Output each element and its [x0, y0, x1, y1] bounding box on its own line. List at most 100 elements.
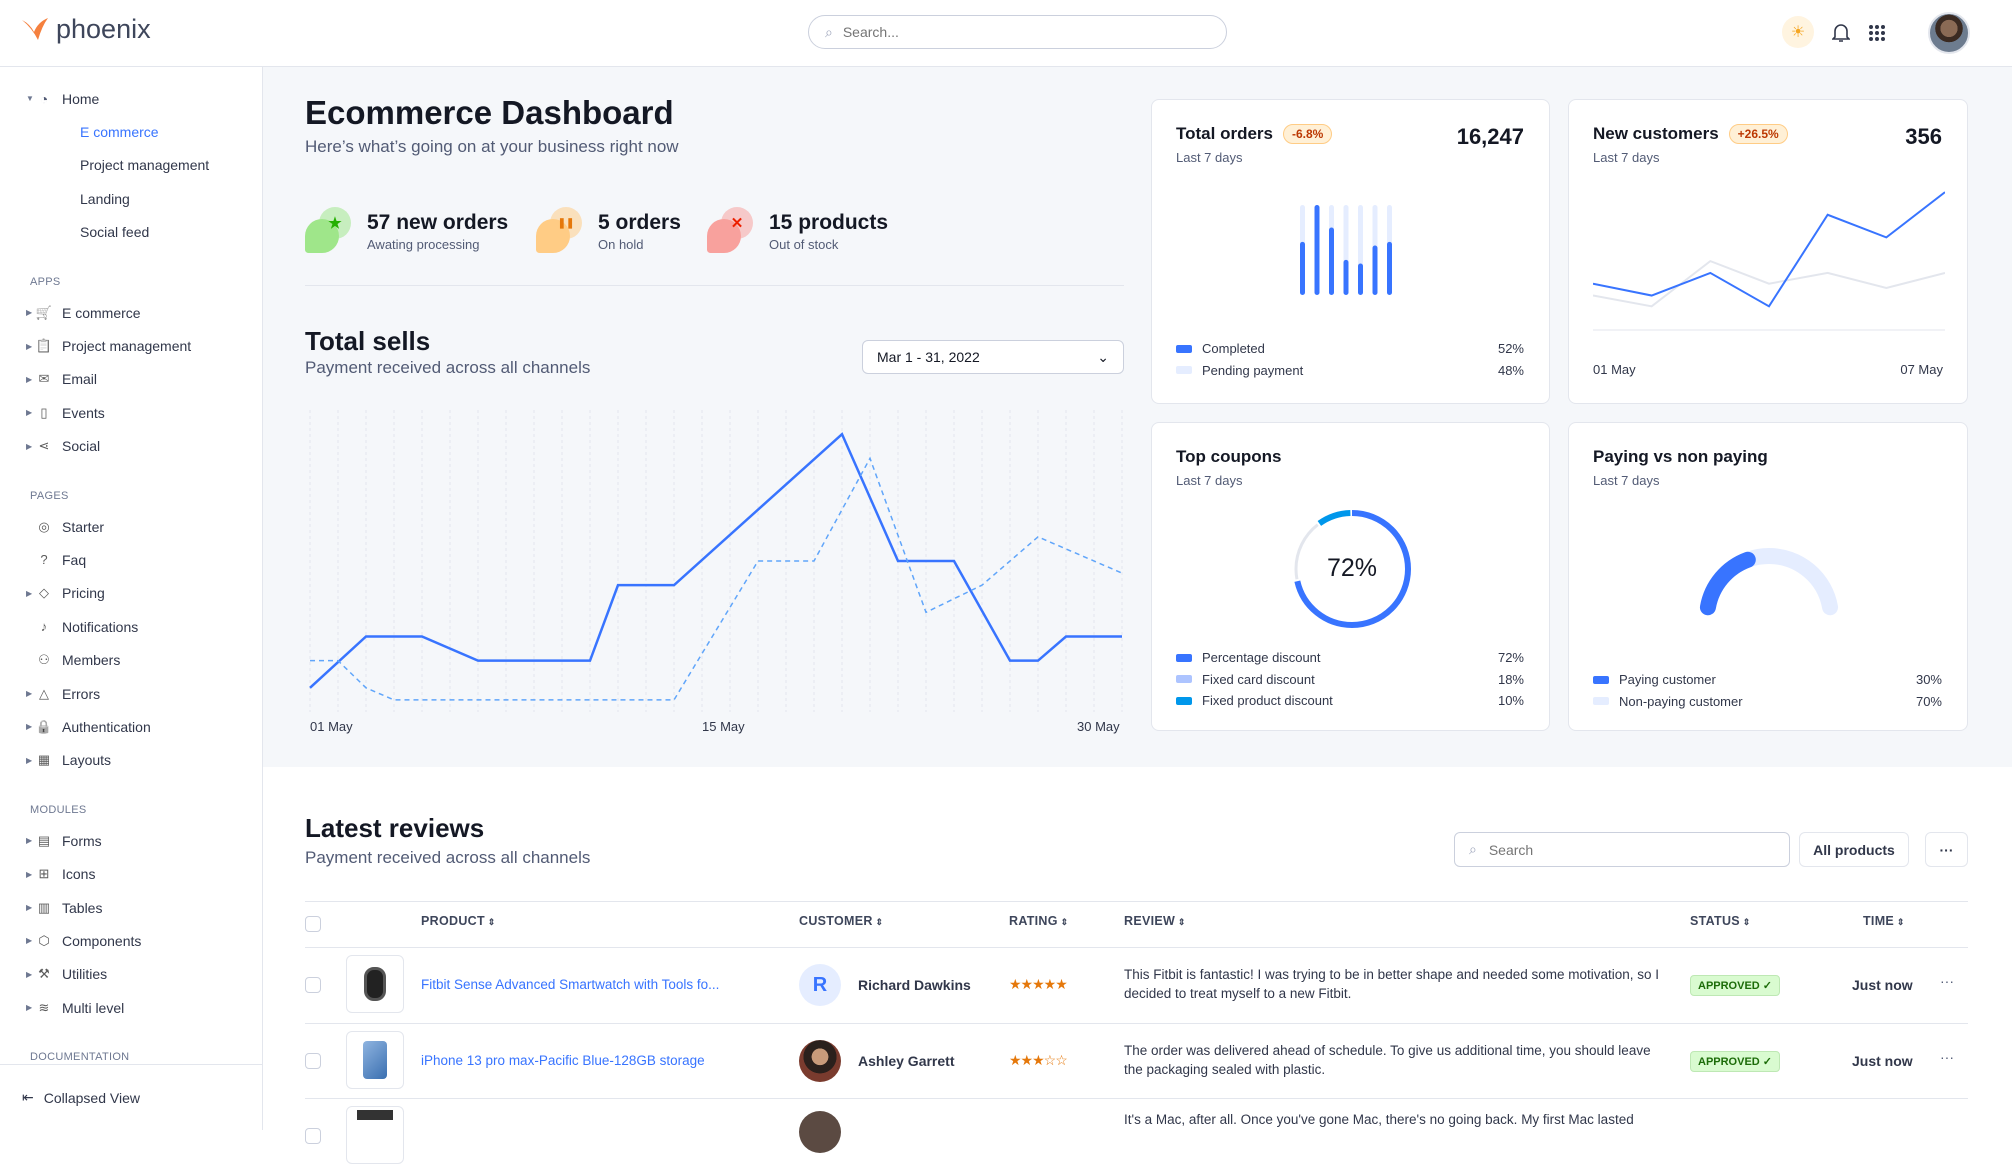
top-navbar: phoenix ⌕ ☀: [0, 0, 2012, 67]
sidebar-item-starter[interactable]: ◎ Starter: [0, 510, 262, 543]
star-rating: ★★★☆☆: [1009, 1052, 1068, 1068]
avatar-initial: R: [812, 973, 828, 996]
theme-toggle-sun-icon[interactable]: ☀: [1782, 16, 1814, 48]
sidebar-section-header: APPS: [30, 275, 61, 288]
sidebar-item-errors[interactable]: ▶ △ Errors: [0, 677, 262, 710]
column-header-customer[interactable]: CUSTOMER ⇕: [799, 914, 883, 928]
column-label: PRODUCT: [421, 914, 485, 928]
sidebar-item-label: Events: [62, 404, 105, 421]
legend-label: Fixed card discount: [1202, 671, 1315, 687]
product-link[interactable]: Fitbit Sense Advanced Smartwatch with To…: [421, 977, 720, 992]
product-image[interactable]: [346, 1106, 404, 1164]
stat-blob: ★: [305, 207, 353, 255]
sidebar-item-project-management[interactable]: ▶ 📋 Project management: [0, 329, 262, 362]
row-actions-button[interactable]: ···: [1940, 1049, 1954, 1065]
card-subtitle: Last 7 days: [1593, 473, 1660, 488]
card-title: New customers: [1593, 124, 1719, 143]
caret-right-icon: ▶: [26, 408, 33, 418]
status-badge: APPROVED ✓: [1690, 975, 1781, 996]
total-sells-subtitle: Payment received across all channels: [305, 358, 591, 377]
sidebar-item-home[interactable]: ▼ ◔ Home: [0, 82, 262, 115]
sidebar-item-notifications[interactable]: ♪ Notifications: [0, 610, 262, 643]
sidebar-item-multi-level[interactable]: ▶ ≋ Multi level: [0, 991, 262, 1024]
date-range-value: Mar 1 - 31, 2022: [877, 349, 980, 365]
user-avatar[interactable]: [1928, 12, 1970, 54]
global-search[interactable]: ⌕: [808, 15, 1227, 49]
column-header-rating[interactable]: RATING ⇕: [1009, 914, 1068, 928]
product-link[interactable]: iPhone 13 pro max-Pacific Blue-128GB sto…: [421, 1053, 705, 1068]
collapsed-view-toggle[interactable]: ⇤ Collapsed View: [0, 1064, 263, 1130]
search-input[interactable]: [842, 24, 1226, 40]
caret-right-icon: ▶: [26, 836, 33, 846]
page-title: Ecommerce Dashboard: [305, 94, 674, 131]
pie-chart-icon: ◔: [39, 90, 49, 107]
sidebar-item-components[interactable]: ▶ ⬡ Components: [0, 924, 262, 957]
sidebar-item-authentication[interactable]: ▶ 🔒 Authentication: [0, 710, 262, 743]
sidebar-item-label: Landing: [80, 190, 130, 207]
sidebar-subitem-project-management[interactable]: Project management: [0, 149, 262, 182]
sort-icon: ⇕: [1894, 917, 1905, 927]
card-subtitle: Last 7 days: [1593, 150, 1660, 165]
sidebar-item-layouts[interactable]: ▶ ▦ Layouts: [0, 744, 262, 777]
select-all-checkbox[interactable]: [305, 916, 321, 932]
sort-icon: ⇕: [484, 917, 496, 927]
row-actions-button[interactable]: ···: [1940, 973, 1954, 989]
review-time: Just now: [1852, 1053, 1913, 1069]
bell-icon[interactable]: [1826, 18, 1856, 48]
column-header-product[interactable]: PRODUCT ⇕: [421, 914, 496, 928]
row-checkbox[interactable]: [305, 977, 321, 993]
product-thumbnail: [357, 1110, 393, 1120]
star-rating: ★★★★★: [1009, 976, 1068, 992]
product-image[interactable]: [346, 955, 404, 1013]
sidebar-item-faq[interactable]: ? Faq: [0, 543, 262, 576]
sidebar-item-events[interactable]: ▶ ▯ Events: [0, 396, 262, 429]
stat-item: ★ 57 new orders Awating processing: [305, 207, 508, 255]
customer-avatar[interactable]: [799, 1040, 841, 1082]
donut-slice: [1293, 510, 1411, 628]
legend-value: 48%: [1497, 362, 1524, 378]
sidebar-subitem-landing[interactable]: Landing: [0, 182, 262, 215]
row-checkbox[interactable]: [305, 1128, 321, 1144]
sidebar-subitem-ecommerce[interactable]: E commerce: [0, 115, 262, 148]
apps-grid-icon[interactable]: [1862, 18, 1892, 48]
customer-avatar[interactable]: R: [799, 964, 841, 1006]
logo[interactable]: phoenix: [20, 14, 151, 45]
sidebar-item-e-commerce[interactable]: ▶ 🛒 E commerce: [0, 296, 262, 329]
sidebar-item-utilities[interactable]: ▶ ⚒ Utilities: [0, 958, 262, 991]
sidebar-item-icons[interactable]: ▶ ⊞ Icons: [0, 857, 262, 890]
row-checkbox[interactable]: [305, 1053, 321, 1069]
sidebar-item-pricing[interactable]: ▶ ◇ Pricing: [0, 577, 262, 610]
sidebar-item-forms[interactable]: ▶ ▤ Forms: [0, 824, 262, 857]
sidebar-item-social[interactable]: ▶ ⋖ Social: [0, 430, 262, 463]
pause-icon: ❚❚: [550, 207, 582, 239]
sidebar-item-members[interactable]: ⚇ Members: [0, 643, 262, 676]
date-range-select[interactable]: Mar 1 - 31, 2022 ⌄: [862, 340, 1124, 374]
orders-bar-chart: [1300, 205, 1392, 295]
customer-name[interactable]: Ashley Garrett: [858, 1053, 955, 1069]
all-products-button[interactable]: All products: [1799, 832, 1909, 867]
sidebar-item-label: Authentication: [62, 718, 151, 735]
column-header-review[interactable]: REVIEW ⇕: [1124, 914, 1186, 928]
stat-subtitle: Awating processing: [367, 236, 480, 252]
cart-icon: 🛒: [35, 304, 53, 320]
customer-name[interactable]: Richard Dawkins: [858, 977, 971, 993]
more-options-button[interactable]: ···: [1925, 832, 1968, 867]
column-header-status[interactable]: STATUS ⇕: [1690, 914, 1751, 928]
sidebar-item-tables[interactable]: ▶ ▥ Tables: [0, 891, 262, 924]
stat-subtitle: Out of stock: [769, 236, 839, 252]
donut-slice: [1294, 511, 1410, 627]
sidebar-item-label: Tables: [62, 899, 103, 916]
sidebar-item-email[interactable]: ▶ ✉ Email: [0, 363, 262, 396]
sidebar-subitem-social-feed[interactable]: Social feed: [0, 216, 262, 249]
stat-item: ✕ 15 products Out of stock: [707, 207, 888, 255]
legend-swatch: [1176, 653, 1192, 662]
product-image[interactable]: [346, 1031, 404, 1089]
column-header-time[interactable]: TIME ⇕: [1863, 914, 1905, 928]
alert-icon: △: [39, 685, 49, 701]
reviews-search-input[interactable]: [1488, 841, 1789, 858]
reviews-search[interactable]: ⌕: [1454, 832, 1790, 867]
legend-item: Non-paying customer 70%: [1593, 691, 1942, 713]
legend-label: Fixed product discount: [1202, 693, 1333, 709]
phoenix-logo-icon: [22, 17, 48, 40]
caret-right-icon: ▶: [26, 374, 33, 384]
